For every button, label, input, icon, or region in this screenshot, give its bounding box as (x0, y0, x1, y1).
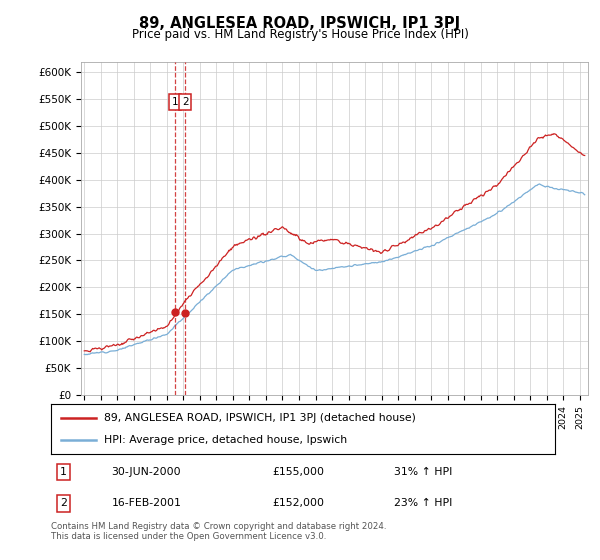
Text: £152,000: £152,000 (273, 498, 325, 508)
Text: £155,000: £155,000 (273, 467, 325, 477)
Text: 1: 1 (172, 97, 178, 107)
Text: Price paid vs. HM Land Registry's House Price Index (HPI): Price paid vs. HM Land Registry's House … (131, 28, 469, 41)
Text: 31% ↑ HPI: 31% ↑ HPI (394, 467, 452, 477)
Text: 89, ANGLESEA ROAD, IPSWICH, IP1 3PJ: 89, ANGLESEA ROAD, IPSWICH, IP1 3PJ (139, 16, 461, 31)
Text: 2: 2 (60, 498, 67, 508)
Text: 16-FEB-2001: 16-FEB-2001 (112, 498, 181, 508)
Text: 30-JUN-2000: 30-JUN-2000 (112, 467, 181, 477)
Text: 89, ANGLESEA ROAD, IPSWICH, IP1 3PJ (detached house): 89, ANGLESEA ROAD, IPSWICH, IP1 3PJ (det… (104, 413, 416, 423)
Text: Contains HM Land Registry data © Crown copyright and database right 2024.
This d: Contains HM Land Registry data © Crown c… (51, 522, 386, 542)
Text: 2: 2 (182, 97, 188, 107)
Text: HPI: Average price, detached house, Ipswich: HPI: Average price, detached house, Ipsw… (104, 435, 347, 445)
Text: 23% ↑ HPI: 23% ↑ HPI (394, 498, 452, 508)
Text: 1: 1 (60, 467, 67, 477)
